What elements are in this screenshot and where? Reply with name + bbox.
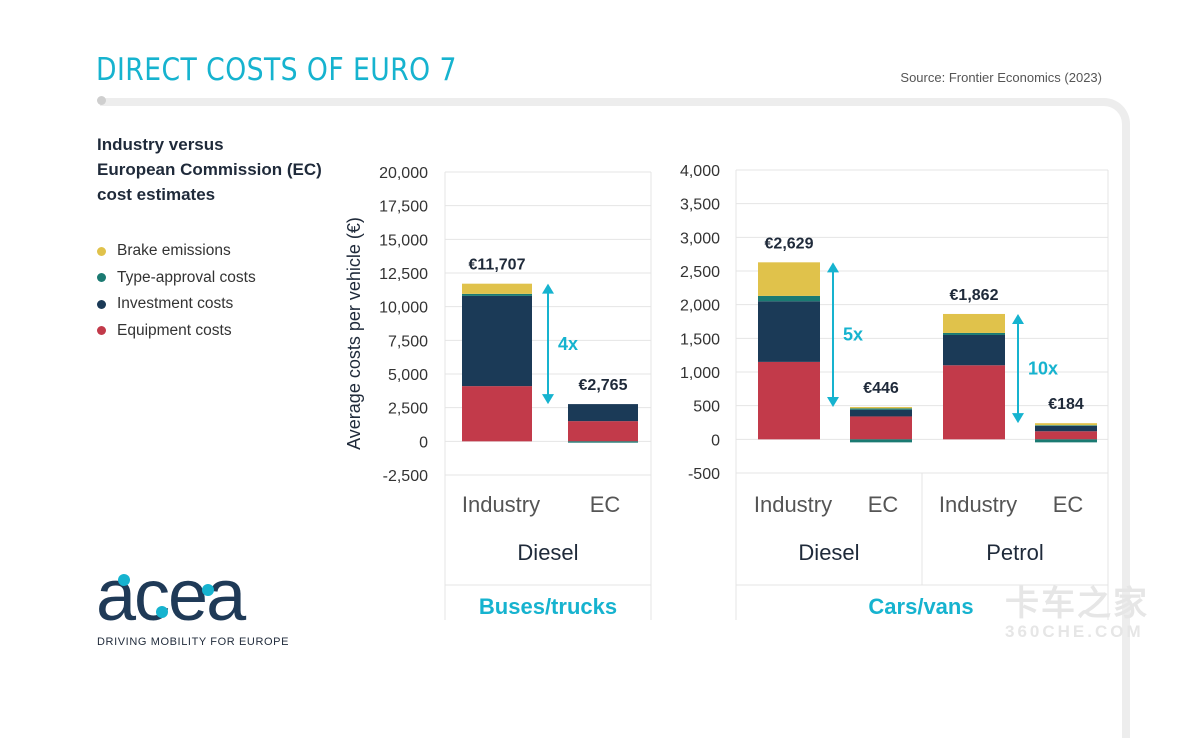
watermark-line-2: 360CHE.COM xyxy=(1005,622,1144,641)
source-note: Source: Frontier Economics (2023) xyxy=(900,70,1102,85)
legend-item-brake: Brake emissions xyxy=(97,238,256,265)
legend-item-investment: Investment costs xyxy=(97,291,256,318)
acea-logo: acea xyxy=(96,556,276,637)
watermark: 卡车之家 360CHE.COM xyxy=(1005,586,1149,642)
subtitle-line-2: European Commission (EC) xyxy=(97,160,322,179)
acea-logo-mark: acea xyxy=(96,556,249,636)
watermark-line-1: 卡车之家 xyxy=(1005,585,1149,623)
chart-legend: Brake emissions Type-approval costs Inve… xyxy=(97,238,256,344)
legend-item-equipment: Equipment costs xyxy=(97,318,256,345)
chart-subtitle: Industry versus European Commission (EC)… xyxy=(97,132,322,207)
subtitle-line-3: cost estimates xyxy=(97,185,216,204)
legend-label: Type-approval costs xyxy=(117,268,256,286)
legend-swatch xyxy=(97,299,106,309)
legend-swatch xyxy=(97,246,106,256)
logo-tagline: DRIVING MOBILITY FOR EUROPE xyxy=(97,636,290,648)
legend-label: Equipment costs xyxy=(117,321,232,339)
legend-item-type-approval: Type-approval costs xyxy=(97,265,256,292)
frame-dot xyxy=(97,96,106,105)
page-title: DIRECT COSTS OF EURO 7 xyxy=(96,52,457,88)
logo-text: acea xyxy=(96,560,247,632)
logo-dot xyxy=(202,584,214,596)
legend-swatch xyxy=(97,273,106,283)
legend-label: Investment costs xyxy=(117,295,234,313)
subtitle-line-1: Industry versus xyxy=(97,135,224,154)
logo-dot xyxy=(118,574,130,586)
logo-dot xyxy=(156,606,168,618)
legend-swatch xyxy=(97,326,106,336)
legend-label: Brake emissions xyxy=(117,242,231,260)
content-frame xyxy=(100,98,1130,738)
